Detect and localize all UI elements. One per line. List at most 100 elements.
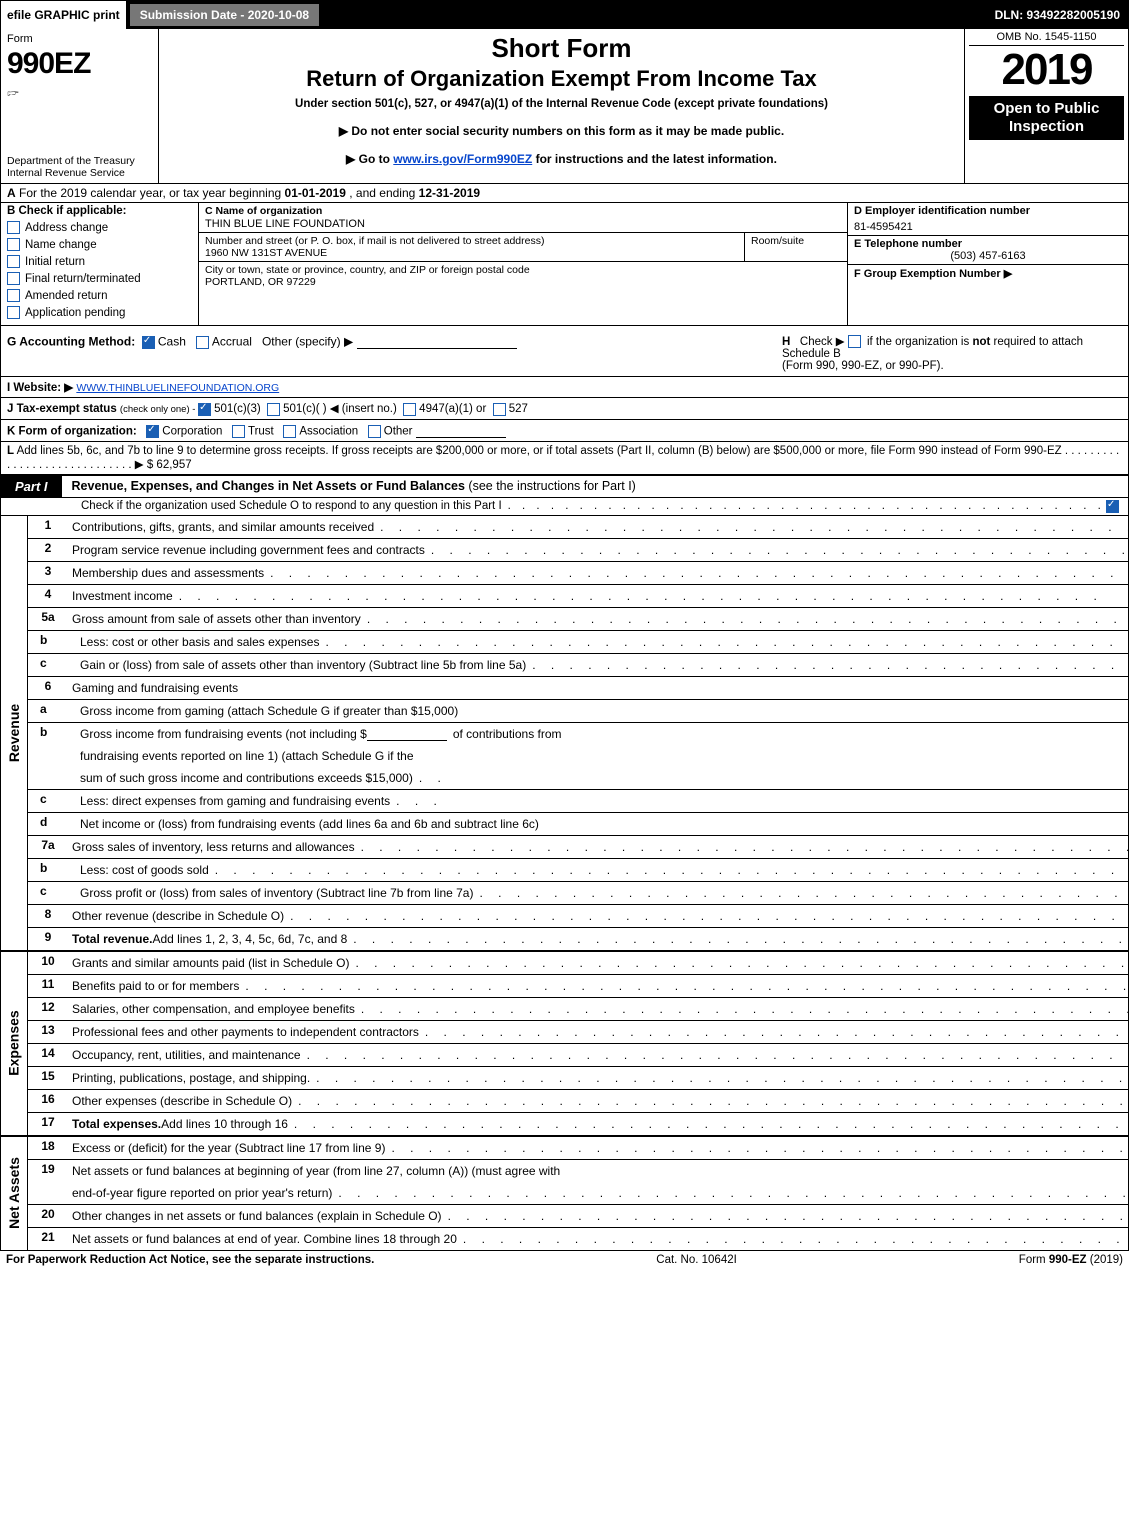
- line-9-text: Add lines 1, 2, 3, 4, 5c, 6d, 7c, and 8: [152, 932, 347, 946]
- schedule-b-checkbox[interactable]: [848, 335, 861, 348]
- 501c3-label: 501(c)(3): [214, 403, 261, 415]
- dots: . . . . . . . . . . . . . . . . . . . . …: [385, 1141, 1129, 1155]
- corporation-checkbox[interactable]: [146, 425, 159, 438]
- 527-label: 527: [509, 403, 528, 415]
- ein-cell: D Employer identification number 81-4595…: [848, 203, 1128, 236]
- line-num-blank: [28, 745, 76, 767]
- line-15: 15 Printing, publications, postage, and …: [28, 1067, 1129, 1090]
- form-container: efile GRAPHIC print Submission Date - 20…: [0, 0, 1129, 1251]
- line-15-text: Printing, publications, postage, and shi…: [72, 1071, 310, 1085]
- other-org-checkbox[interactable]: [368, 425, 381, 438]
- line-5c: c Gain or (loss) from sale of assets oth…: [28, 654, 1129, 677]
- cb-name-change[interactable]: Name change: [7, 238, 192, 251]
- 4947-checkbox[interactable]: [403, 403, 416, 416]
- 501c-checkbox[interactable]: [267, 403, 280, 416]
- scheduleO-checkbox[interactable]: [1106, 500, 1119, 513]
- dots: . . . . . . . . . . . . . . . . . . . . …: [419, 1025, 1129, 1039]
- cash-checkbox[interactable]: [142, 336, 155, 349]
- line-desc: Other revenue (describe in Schedule O). …: [68, 905, 1129, 927]
- efile-print[interactable]: efile GRAPHIC print: [1, 1, 127, 29]
- line-desc: Occupancy, rent, utilities, and maintena…: [68, 1044, 1129, 1066]
- line-5b-text: Less: cost or other basis and sales expe…: [80, 635, 319, 649]
- cb-initial-return[interactable]: Initial return: [7, 255, 192, 268]
- line-desc: Other changes in net assets or fund bala…: [68, 1205, 1129, 1227]
- line-11-text: Benefits paid to or for members: [72, 979, 239, 993]
- return-subtitle: Under section 501(c), 527, or 4947(a)(1)…: [165, 98, 958, 110]
- j-label: J Tax-exempt status: [7, 403, 117, 415]
- line-desc: Other expenses (describe in Schedule O).…: [68, 1090, 1129, 1112]
- line-desc: Gross amount from sale of assets other t…: [68, 608, 1129, 630]
- irs-logo-icon: 🖙: [7, 85, 152, 103]
- other-specify-input[interactable]: [357, 334, 517, 349]
- cb-application-pending[interactable]: Application pending: [7, 306, 192, 319]
- line-9-bold: Total revenue.: [72, 932, 152, 946]
- 527-checkbox[interactable]: [493, 403, 506, 416]
- trust-checkbox[interactable]: [232, 425, 245, 438]
- dots: . . . . . . . . . . . . . . . . . . . . …: [292, 1094, 1129, 1108]
- dots: . . . . . . . . . . . . . . . . . . . . …: [442, 1209, 1129, 1223]
- checkbox-icon: [7, 289, 20, 302]
- scheduleO-text: Check if the organization used Schedule …: [81, 500, 502, 513]
- city-value: PORTLAND, OR 97229: [205, 276, 841, 288]
- line-17-text: Add lines 10 through 16: [161, 1117, 288, 1131]
- trust-label: Trust: [248, 425, 274, 437]
- line-desc: Grants and similar amounts paid (list in…: [68, 952, 1129, 974]
- accrual-label: Accrual: [212, 335, 252, 349]
- instructions-link-row: ▶ Go to www.irs.gov/Form990EZ for instru…: [165, 152, 958, 166]
- tax-year-end: 12-31-2019: [419, 186, 480, 200]
- cb-address-change[interactable]: Address change: [7, 221, 192, 234]
- line-9: 9 Total revenue. Add lines 1, 2, 3, 4, 5…: [28, 928, 1129, 950]
- line-7c-text: Gross profit or (loss) from sales of inv…: [80, 886, 473, 900]
- line-desc: Gross income from gaming (attach Schedul…: [76, 700, 1129, 722]
- omb-number: OMB No. 1545-1150: [969, 31, 1124, 46]
- revenue-lines: 1 Contributions, gifts, grants, and simi…: [28, 516, 1129, 950]
- line-desc: Gross sales of inventory, less returns a…: [68, 836, 1129, 858]
- netassets-label-text: Net Assets: [6, 1158, 22, 1230]
- website-link[interactable]: WWW.THINBLUELINEFOUNDATION.ORG: [76, 382, 279, 394]
- instructions-link[interactable]: www.irs.gov/Form990EZ: [393, 152, 532, 166]
- form-ref-bold: 990-EZ: [1049, 1254, 1087, 1266]
- line-6b-text2: fundraising events reported on line 1) (…: [80, 749, 414, 763]
- line-8: 8 Other revenue (describe in Schedule O)…: [28, 905, 1129, 928]
- cb-label: Application pending: [25, 307, 125, 319]
- cb-final-return[interactable]: Final return/terminated: [7, 272, 192, 285]
- line-num-blank: [28, 767, 76, 789]
- line-7b-text: Less: cost of goods sold: [80, 863, 209, 877]
- city-row: City or town, state or province, country…: [199, 262, 847, 290]
- line-num: 16: [28, 1090, 68, 1112]
- 501c3-checkbox[interactable]: [198, 403, 211, 416]
- line-num: 15: [28, 1067, 68, 1089]
- line-5b: b Less: cost or other basis and sales ex…: [28, 631, 1129, 654]
- line-6d: d Net income or (loss) from fundraising …: [28, 813, 1129, 836]
- line-6b-2: fundraising events reported on line 1) (…: [28, 745, 1129, 767]
- line-num: 4: [28, 585, 68, 607]
- line-12: 12 Salaries, other compensation, and emp…: [28, 998, 1129, 1021]
- dots: . . . . . . . . . . . . . . . . . . . . …: [173, 589, 1129, 603]
- h-label: H: [782, 336, 790, 348]
- line-desc: Membership dues and assessments. . . . .…: [68, 562, 1129, 584]
- paperwork-notice: For Paperwork Reduction Act Notice, see …: [6, 1254, 374, 1266]
- line-3: 3 Membership dues and assessments. . . .…: [28, 562, 1129, 585]
- goto-post: for instructions and the latest informat…: [536, 152, 777, 166]
- room-label: Room/suite: [751, 235, 841, 247]
- association-checkbox[interactable]: [283, 425, 296, 438]
- line-19-2: end-of-year figure reported on prior yea…: [28, 1182, 1129, 1205]
- line-num: 6: [28, 677, 68, 699]
- part-1-label: Part I: [1, 476, 62, 497]
- form-ref-pre: Form: [1019, 1254, 1049, 1266]
- return-title: Return of Organization Exempt From Incom…: [165, 66, 958, 92]
- line-num: 5a: [28, 608, 68, 630]
- gross-receipts-row: L Add lines 5b, 6c, and 7b to line 9 to …: [1, 442, 1128, 475]
- street-label: Number and street (or P. O. box, if mail…: [205, 235, 738, 247]
- dots: . . . . . . . . . . . . . . . . . . . . …: [288, 1117, 1129, 1131]
- other-org-input[interactable]: [416, 423, 506, 438]
- irs-label: Internal Revenue Service: [7, 167, 152, 179]
- part-1-header: Part I Revenue, Expenses, and Changes in…: [1, 475, 1128, 498]
- cb-amended-return[interactable]: Amended return: [7, 289, 192, 302]
- submission-date: Submission Date - 2020-10-08: [129, 3, 320, 27]
- line-21-text: Net assets or fund balances at end of ye…: [72, 1232, 457, 1246]
- accrual-checkbox[interactable]: [196, 336, 209, 349]
- phone-cell: E Telephone number (503) 457-6163: [848, 236, 1128, 265]
- part-1-title: Revenue, Expenses, and Changes in Net As…: [72, 479, 1128, 493]
- fundraising-amount-input[interactable]: [367, 726, 447, 741]
